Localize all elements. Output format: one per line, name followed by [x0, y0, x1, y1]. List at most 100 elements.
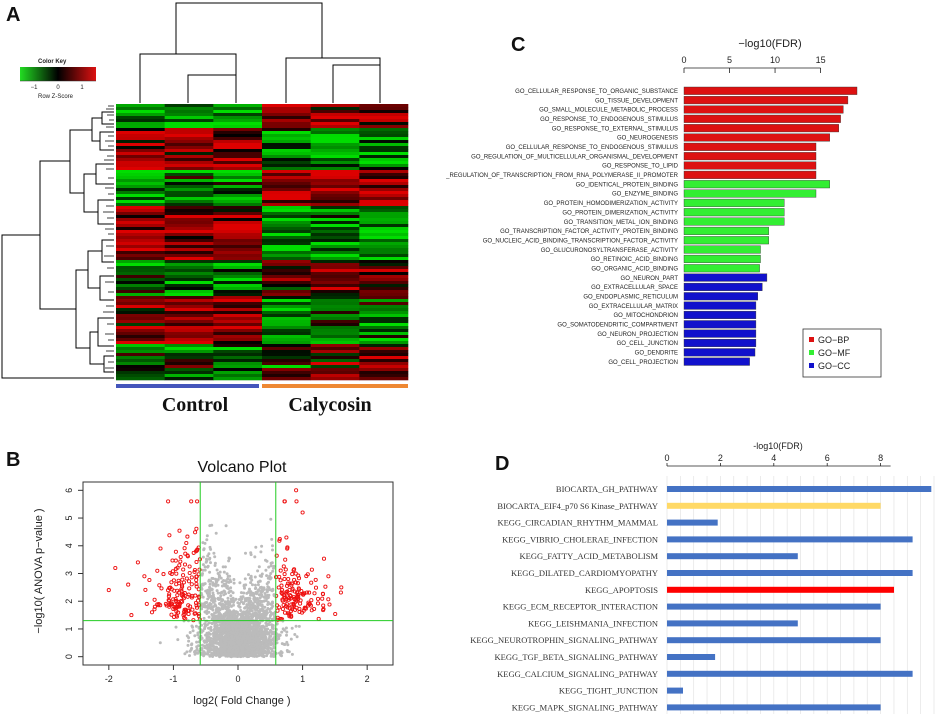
heatmap-cell: [164, 338, 214, 342]
kegg-bar: [667, 603, 881, 610]
heatmap-cell: [359, 335, 409, 339]
heatmap-cell: [213, 278, 263, 282]
volcano-point: [266, 600, 270, 604]
heatmap-cell: [116, 302, 165, 306]
column-dendrogram: [139, 2, 381, 103]
volcano-point: [217, 628, 221, 632]
heatmap-cell: [262, 131, 311, 135]
heatmap-cell: [116, 275, 165, 279]
volcano-point-significant: [113, 565, 118, 571]
heatmap-cell: [116, 248, 165, 252]
volcano-point-significant: [166, 594, 171, 599]
heatmap-cell: [164, 197, 214, 201]
heatmap-cell: [164, 314, 214, 318]
heatmap-cell: [164, 119, 214, 123]
heatmap-cell: [262, 293, 311, 297]
heatmap-cell: [164, 317, 214, 321]
volcano-point: [219, 640, 223, 644]
heatmap-cell: [310, 320, 360, 324]
heatmap-cell: [213, 200, 263, 204]
volcano-point: [248, 607, 252, 611]
volcano-point: [258, 586, 262, 589]
volcano-point: [286, 643, 290, 647]
heatmap-cell: [213, 194, 263, 198]
heatmap-cell: [310, 293, 360, 297]
volcano-point: [253, 555, 257, 559]
volcano-point: [231, 640, 235, 644]
volcano-point-significant: [307, 590, 312, 595]
volcano-point: [210, 640, 214, 644]
go-category-label: GO_PROTEIN_HOMODIMERIZATION_ACTIVITY: [544, 201, 678, 207]
volcano-point: [210, 621, 214, 625]
volcano-point: [224, 524, 228, 528]
volcano-point-significant: [277, 538, 282, 543]
heatmap-cell: [262, 158, 311, 162]
volcano-point: [235, 632, 239, 636]
go-bar: [683, 217, 785, 226]
go-bar: [683, 348, 756, 357]
heatmap-cell: [359, 140, 409, 144]
heatmap-cell: [359, 263, 409, 267]
volcano-point-significant: [184, 576, 189, 581]
volcano-point: [232, 600, 235, 604]
volcano-point: [267, 637, 271, 641]
volcano-point: [254, 608, 258, 612]
group-label-control: Control: [162, 394, 229, 416]
volcano-point: [209, 561, 212, 565]
volcano-point: [218, 570, 222, 574]
heatmap-cell: [310, 257, 360, 261]
heatmap-cell: [213, 248, 263, 252]
kegg-category-label: BIOCARTA_EIF4_p70 S6 Kinase_PATHWAY: [497, 501, 658, 511]
heatmap-cell: [164, 230, 214, 234]
volcano-point: [253, 623, 257, 627]
heatmap-cell: [116, 365, 165, 369]
heatmap-cell: [262, 290, 311, 294]
volcano-point: [205, 646, 209, 650]
volcano-point: [275, 622, 279, 626]
volcano-point: [260, 645, 264, 649]
heatmap-cell: [310, 230, 360, 234]
volcano-point: [262, 630, 266, 634]
volcano-point: [230, 651, 234, 655]
volcano-point-significant: [189, 582, 194, 587]
heatmap-cell: [116, 242, 165, 246]
heatmap-cell: [359, 353, 409, 357]
volcano-point: [270, 537, 274, 541]
heatmap-cell: [359, 332, 409, 336]
heatmap-cell: [310, 137, 360, 141]
volcano-point-significant: [167, 602, 172, 607]
volcano-point: [257, 642, 261, 646]
heatmap-cell: [116, 107, 165, 111]
heatmap-cell: [164, 284, 214, 288]
volcano-point: [260, 572, 264, 576]
heatmap-cell: [310, 299, 360, 303]
volcano-point: [253, 643, 257, 647]
heatmap-cell: [262, 104, 311, 108]
heatmap-cell: [116, 239, 165, 243]
heatmap-cell: [213, 320, 263, 324]
heatmap-cell: [310, 173, 360, 177]
go-panel: −log10(FDR) 0 5 10 15 GO_CELLULAR_RESPONSE_…: [445, 38, 882, 378]
volcano-point: [251, 583, 254, 587]
volcano-threshold-lines: [83, 482, 393, 665]
heatmap-cell: [262, 287, 311, 291]
volcano-point-significant: [173, 549, 178, 554]
go-category-label: GO_NEURON_PROJECTION: [597, 332, 678, 338]
volcano-point: [254, 626, 258, 630]
volcano-point: [235, 640, 239, 644]
heatmap-cell: [213, 359, 263, 363]
volcano-point: [272, 566, 275, 570]
volcano-point: [272, 639, 276, 643]
volcano-point-significant: [288, 609, 293, 614]
volcano-point: [253, 575, 257, 579]
volcano-point: [218, 635, 222, 639]
heatmap-cell: [164, 104, 214, 108]
heatmap-cell: [359, 374, 409, 378]
heatmap-cell: [359, 197, 409, 201]
heatmap-cell: [164, 200, 214, 204]
heatmap-cell: [164, 323, 214, 327]
volcano-point: [212, 551, 216, 555]
volcano-point: [266, 585, 270, 589]
panel-label-a: A: [6, 4, 20, 26]
heatmap-cell: [164, 227, 214, 231]
